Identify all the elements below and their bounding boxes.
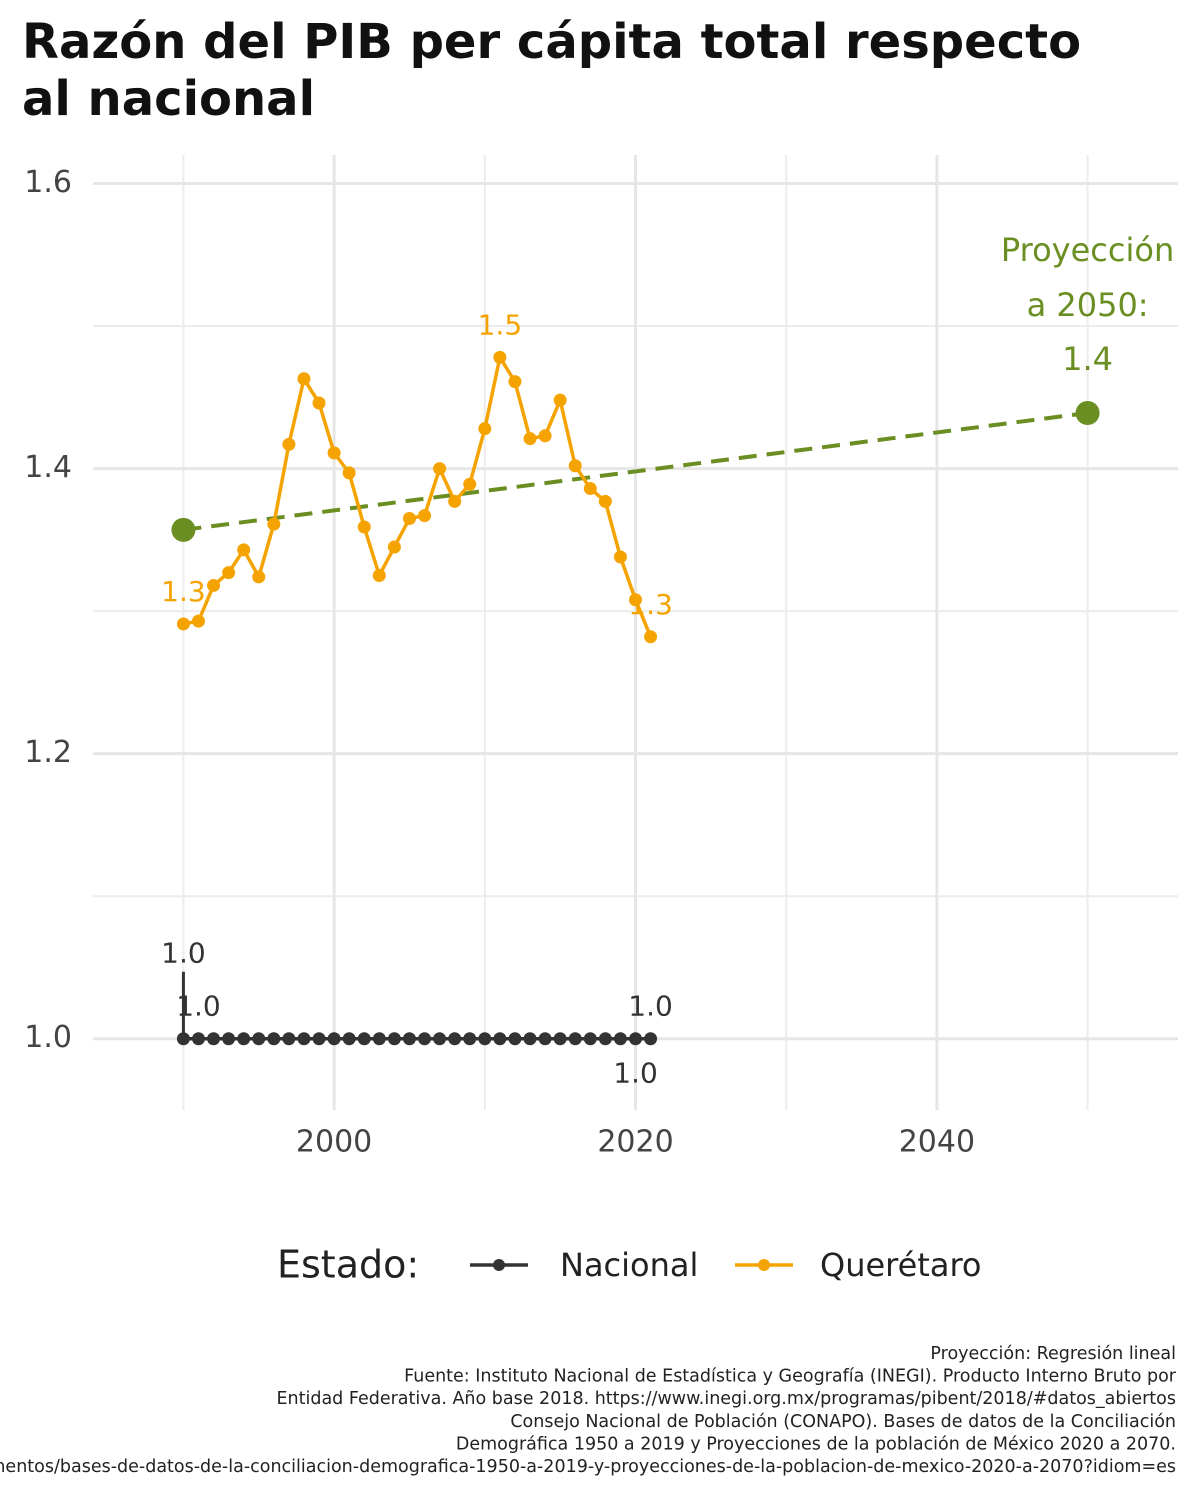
data-point [267,517,281,531]
data-point [523,1032,537,1046]
data-label: 1.0 [176,990,221,1023]
projection-annotation: a 2050: [1027,286,1149,324]
data-label: 1.0 [613,1057,658,1090]
series-line [183,352,653,638]
data-point [598,1032,612,1046]
data-point [493,1032,507,1046]
data-point [418,1032,432,1046]
data-point [508,1032,522,1046]
data-point [583,1032,597,1046]
data-point [568,459,582,473]
y-tick-label: 1.2 [24,735,72,770]
data-point [402,511,416,525]
data-point [357,520,371,534]
data-point [176,1032,190,1046]
data-label: 1.0 [628,990,673,1023]
legend-key-dot [758,1259,770,1271]
data-point [267,1032,281,1046]
data-point [387,540,401,554]
projection-annotation: Proyección [1001,231,1174,269]
legend-title: Estado: [277,1243,419,1287]
data-point [297,1032,311,1046]
legend-key-dot [493,1259,505,1271]
data-point [493,350,507,364]
data-point [387,1032,401,1046]
data-point [372,568,386,582]
chart-title: Razón del PIB per cápita total respecto [22,14,1081,70]
data-point [191,614,205,628]
projection-line [183,411,1088,532]
x-tick-label: 2040 [899,1125,975,1160]
data-point [312,396,326,410]
data-point [644,1032,658,1046]
projection-point [171,517,196,542]
data-point [372,1032,386,1046]
data-point [282,437,296,451]
data-point [598,494,612,508]
data-point [222,1032,236,1046]
data-label: 1.5 [478,308,523,341]
y-tick-label: 1.4 [24,450,72,485]
legend-label: Querétaro [820,1246,981,1284]
data-point [523,432,537,446]
data-point [222,566,236,580]
data-point [297,372,311,386]
data-point [357,1032,371,1046]
data-point [644,630,658,644]
data-point [629,1032,642,1046]
caption: Demográfica 1950 a 2019 y Proyecciones d… [456,1434,1176,1454]
legend-label: Nacional [560,1246,698,1284]
data-point [237,1032,251,1046]
caption: Fuente: Instituto Nacional de Estadístic… [404,1367,1177,1387]
y-tick-label: 1.6 [24,165,72,200]
data-point [191,1032,205,1046]
data-point [553,393,567,407]
caption: Proyección: Regresión lineal [930,1344,1176,1364]
data-label: 1.3 [628,588,673,621]
projection-point [1075,400,1100,425]
data-point [448,494,462,508]
x-tick-label: 2000 [296,1125,372,1160]
data-label: 1.3 [161,575,206,608]
data-point [433,462,447,476]
y-tick-label: 1.0 [24,1020,72,1055]
caption: Entidad Federativa. Año base 2018. https… [276,1389,1176,1409]
caption: https://www.gob.mx/conapo/documentos/bas… [0,1457,1176,1477]
data-point [478,422,492,436]
data-point [342,1032,356,1046]
data-point [207,1032,221,1046]
data-point [402,1032,416,1046]
data-point [553,1032,567,1046]
data-point [538,429,552,443]
data-point [538,1032,552,1046]
data-point [568,1032,582,1046]
data-point [237,543,251,557]
data-point [282,1032,296,1046]
data-point [418,509,432,523]
data-point [629,593,642,607]
data-point [176,617,190,631]
x-tick-label: 2020 [597,1125,673,1160]
data-point [448,1032,462,1046]
caption: Consejo Nacional de Población (CONAPO). … [510,1412,1176,1432]
data-point [613,550,627,564]
data-point [583,482,597,496]
projection-label: 1.4 [1062,340,1113,378]
data-point [327,446,341,460]
data-point [613,1032,627,1046]
data-point [327,1032,341,1046]
data-point [508,375,522,389]
data-point [252,570,266,584]
data-point [463,1032,477,1046]
data-point [433,1032,447,1046]
data-label: 1.0 [161,937,206,970]
data-point [478,1032,492,1046]
chart-title: al nacional [22,71,315,127]
data-point [342,466,356,480]
data-point [207,578,221,592]
data-point [252,1032,266,1046]
data-point [463,477,477,491]
data-point [312,1032,326,1046]
